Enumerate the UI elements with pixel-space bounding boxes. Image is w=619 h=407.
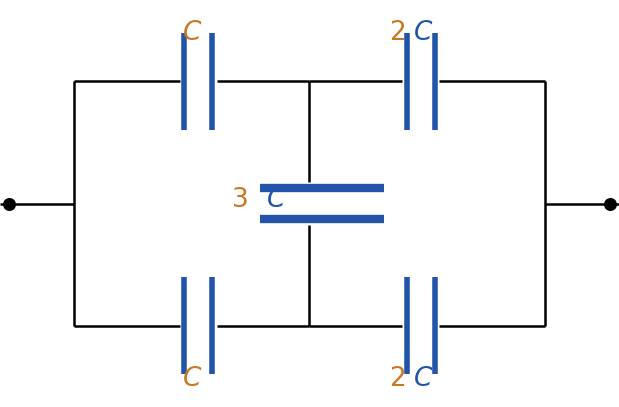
Point [4,200,14,207]
Text: $C$: $C$ [413,366,434,391]
Text: $C$: $C$ [413,20,434,45]
Text: $3$: $3$ [231,187,248,212]
Text: $C$: $C$ [266,187,287,212]
Text: $2$: $2$ [389,20,405,45]
Text: $2$: $2$ [389,366,405,391]
Text: $C$: $C$ [182,20,202,45]
Text: $C$: $C$ [182,366,202,391]
Point [605,200,615,207]
